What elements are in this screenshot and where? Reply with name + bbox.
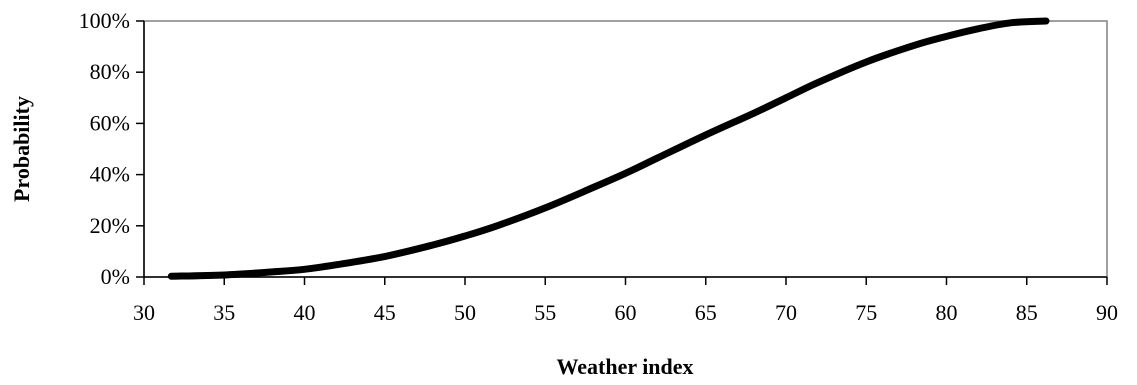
x-tick-label: 65: [695, 300, 717, 325]
y-tick-label: 20%: [90, 213, 130, 238]
y-tick-label: 100%: [79, 8, 130, 33]
x-tick-label: 80: [936, 300, 958, 325]
x-tick-label: 30: [133, 300, 155, 325]
y-tick-label: 60%: [90, 110, 130, 135]
plot-area-frame: [143, 20, 1108, 278]
x-tick-label: 55: [534, 300, 556, 325]
x-axis-title: Weather index: [556, 354, 693, 379]
y-ticks: 0% 20% 40% 60% 80% 100%: [79, 8, 144, 289]
x-tick-label: 60: [615, 300, 637, 325]
y-tick-label: 80%: [90, 59, 130, 84]
x-tick-label: 35: [213, 300, 235, 325]
x-tick-label: 45: [374, 300, 396, 325]
x-tick-label: 85: [1016, 300, 1038, 325]
series-line: [167, 17, 1050, 280]
y-tick-label: 40%: [90, 162, 130, 187]
x-tick-label: 40: [294, 300, 316, 325]
x-tick-label: 50: [454, 300, 476, 325]
x-tick-label: 90: [1096, 300, 1118, 325]
x-tick-label: 70: [775, 300, 797, 325]
y-tick-label: 0%: [101, 264, 130, 289]
x-tick-label: 75: [855, 300, 877, 325]
y-axis-title: Probability: [9, 96, 34, 202]
x-ticks: 30 35 40 45 50 55 60 65 70 75 80 85 90: [133, 277, 1118, 325]
